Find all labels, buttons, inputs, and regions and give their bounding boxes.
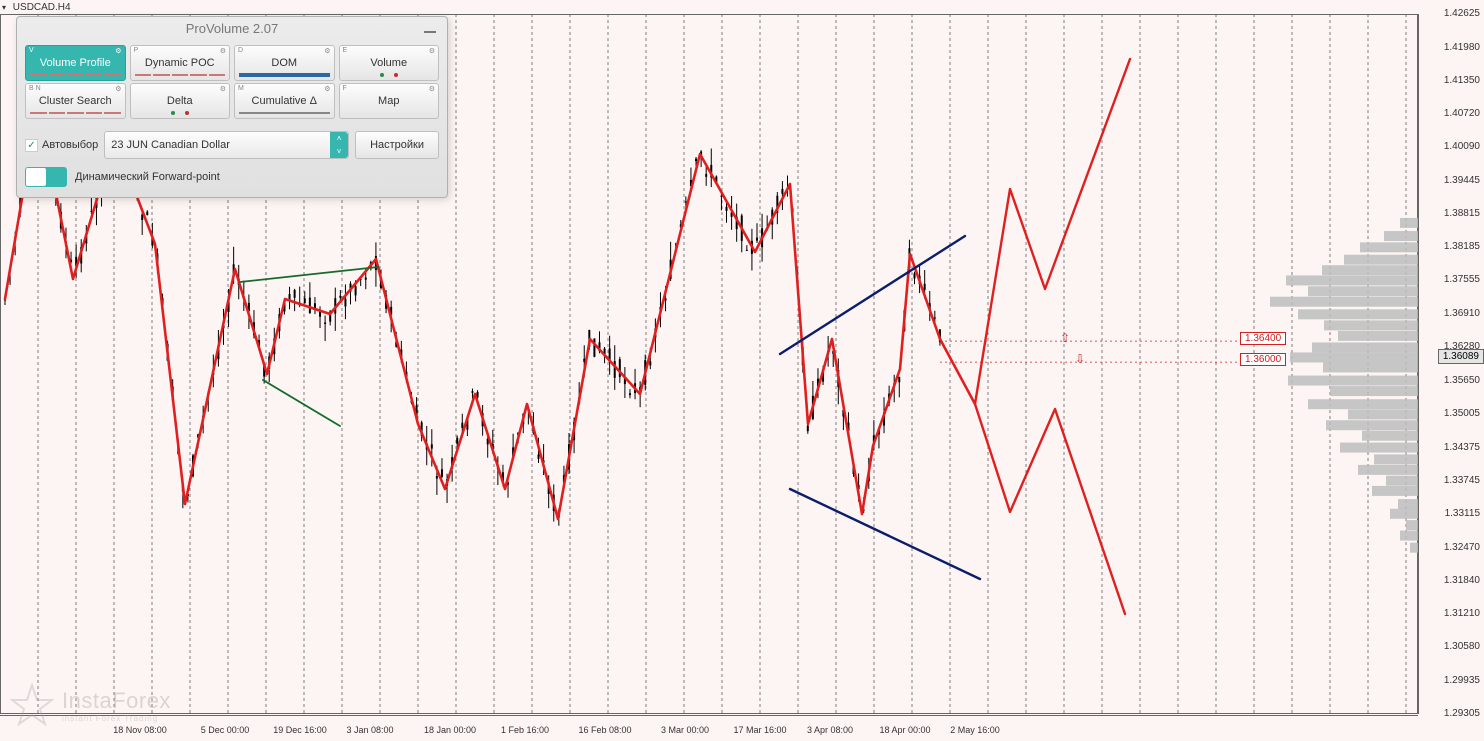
minimize-button[interactable] xyxy=(421,19,439,33)
auto-select-checkbox[interactable]: ✓ Автовыбор xyxy=(25,139,98,152)
x-tick: 3 Mar 00:00 xyxy=(661,725,709,735)
symbol-header: ▾ USDCAD.H4 xyxy=(2,2,71,13)
y-tick: 1.34375 xyxy=(1444,442,1480,453)
gear-icon[interactable]: ⚙ xyxy=(115,47,121,55)
x-axis[interactable]: 18 Nov 08:005 Dec 00:0019 Dec 16:003 Jan… xyxy=(0,715,1418,741)
provolume-panel[interactable]: ProVolume 2.07 V ⚙ Volume Profile P ⚙ Dynamic… xyxy=(16,16,448,198)
brand-watermark: InstaForex instant Forex Trading xyxy=(10,683,171,727)
gear-icon[interactable]: ⚙ xyxy=(220,85,226,93)
x-tick: 18 Apr 00:00 xyxy=(879,725,930,735)
tab-label: DOM xyxy=(271,57,297,69)
tab-delta[interactable]: ⚙ Delta xyxy=(130,83,231,119)
y-tick: 1.42625 xyxy=(1444,8,1480,19)
tab-dynamic-poc[interactable]: P ⚙ Dynamic POC xyxy=(130,45,231,81)
y-tick: 1.39445 xyxy=(1444,175,1480,186)
x-tick: 16 Feb 08:00 xyxy=(578,725,631,735)
select-stepper-icon[interactable]: ˄˅ xyxy=(330,132,348,158)
panel-titlebar[interactable]: ProVolume 2.07 xyxy=(17,17,447,41)
y-tick: 1.32470 xyxy=(1444,542,1480,553)
checkmark-icon: ✓ xyxy=(25,139,38,152)
tab-hotkey: B N xyxy=(29,85,41,92)
x-tick: 19 Dec 16:00 xyxy=(273,725,327,735)
gear-icon[interactable]: ⚙ xyxy=(324,85,330,93)
y-tick: 1.38185 xyxy=(1444,241,1480,252)
star-icon xyxy=(10,683,54,727)
tab-label: Delta xyxy=(167,95,193,107)
tab-label: Map xyxy=(378,95,399,107)
y-tick: 1.33115 xyxy=(1445,508,1480,519)
x-tick: 17 Mar 16:00 xyxy=(733,725,786,735)
forward-point-label: Динамический Forward-point xyxy=(75,171,220,183)
y-tick: 1.38815 xyxy=(1444,208,1480,219)
y-tick: 1.30580 xyxy=(1444,641,1480,652)
dropdown-triangle-icon[interactable]: ▾ xyxy=(2,3,6,12)
settings-label: Настройки xyxy=(370,139,424,151)
minimize-icon xyxy=(424,31,436,33)
tab-volume[interactable]: E ⚙ Volume xyxy=(339,45,440,81)
current-price-badge: 1.36089 xyxy=(1438,349,1484,364)
y-tick: 1.41350 xyxy=(1444,75,1480,86)
x-tick: 3 Apr 08:00 xyxy=(807,725,853,735)
tab-hotkey: F xyxy=(343,85,347,92)
tab-label: Volume Profile xyxy=(40,57,111,69)
y-tick: 1.35650 xyxy=(1444,375,1480,386)
tab-cluster-search[interactable]: B N ⚙Cluster Search xyxy=(25,83,126,119)
tabs-row-1: V ⚙ Volume Profile P ⚙ Dynamic POC D ⚙ DOM E ⚙ Volu… xyxy=(25,45,439,81)
contract-value: 23 JUN Canadian Dollar xyxy=(111,139,230,151)
x-tick: 2 May 16:00 xyxy=(950,725,1000,735)
gear-icon[interactable]: ⚙ xyxy=(324,47,330,55)
tabs-row-2: B N⚙Cluster Search⚙DeltaM⚙Cumulative ΔF⚙… xyxy=(25,83,439,119)
gear-icon[interactable]: ⚙ xyxy=(220,47,226,55)
gear-icon[interactable]: ⚙ xyxy=(429,47,435,55)
direction-arrow-icon: ⇧ xyxy=(1060,331,1070,345)
direction-arrow-icon: ⇩ xyxy=(1075,352,1085,366)
y-tick: 1.40720 xyxy=(1444,108,1480,119)
y-tick: 1.35005 xyxy=(1444,408,1480,419)
brand-tagline: instant Forex Trading xyxy=(62,714,171,723)
y-tick: 1.40090 xyxy=(1444,141,1480,152)
tab-hotkey: V xyxy=(29,47,34,54)
brand-name: InstaForex xyxy=(62,688,171,714)
tab-map[interactable]: F ⚙ Map xyxy=(339,83,440,119)
tab-label: Dynamic POC xyxy=(145,57,215,69)
auto-select-label: Автовыбор xyxy=(42,139,98,151)
tab-label: Cluster Search xyxy=(39,95,112,107)
y-tick: 1.29935 xyxy=(1444,675,1480,686)
contract-select[interactable]: 23 JUN Canadian Dollar ˄˅ xyxy=(104,131,349,159)
level-label: 1.36400 xyxy=(1240,332,1286,345)
x-tick: 18 Jan 00:00 xyxy=(424,725,476,735)
tab-hotkey: M xyxy=(238,85,244,92)
tab-dom[interactable]: D ⚙ DOM xyxy=(234,45,335,81)
settings-button[interactable]: Настройки xyxy=(355,131,439,159)
tab-hotkey: D xyxy=(238,47,243,54)
y-tick: 1.29305 xyxy=(1444,708,1480,719)
gear-icon[interactable]: ⚙ xyxy=(115,85,121,93)
forward-point-toggle[interactable] xyxy=(25,167,67,187)
chart-root: ▾ USDCAD.H4 1.36400 1.36000 ⇧ ⇩ 1.42625 1.41… xyxy=(0,0,1484,741)
y-tick: 1.31840 xyxy=(1444,575,1480,586)
x-tick: 5 Dec 00:00 xyxy=(201,725,250,735)
y-tick: 1.31210 xyxy=(1444,608,1480,619)
y-axis[interactable]: 1.426251.419801.413501.407201.400901.394… xyxy=(1418,14,1484,714)
tab-hotkey: E xyxy=(343,47,348,54)
panel-title: ProVolume 2.07 xyxy=(186,21,279,36)
x-tick: 1 Feb 16:00 xyxy=(501,725,549,735)
x-tick: 3 Jan 08:00 xyxy=(346,725,393,735)
y-tick: 1.33745 xyxy=(1444,475,1480,486)
tab-hotkey: P xyxy=(134,47,139,54)
tab-cumulative-[interactable]: M ⚙ Cumulative Δ xyxy=(234,83,335,119)
tab-label: Volume xyxy=(370,57,407,69)
tab-volume-profile[interactable]: V ⚙ Volume Profile xyxy=(25,45,126,81)
level-label: 1.36000 xyxy=(1240,353,1286,366)
y-tick: 1.37555 xyxy=(1444,274,1480,285)
tab-label: Cumulative Δ xyxy=(252,95,317,107)
y-tick: 1.36910 xyxy=(1444,308,1480,319)
y-tick: 1.41980 xyxy=(1444,42,1480,53)
symbol-label: USDCAD.H4 xyxy=(13,2,71,13)
gear-icon[interactable]: ⚙ xyxy=(429,85,435,93)
